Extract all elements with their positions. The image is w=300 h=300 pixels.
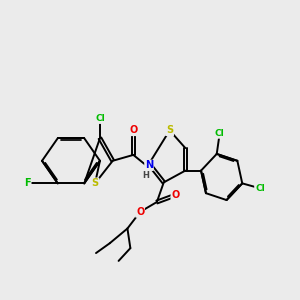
- Text: S: S: [166, 125, 173, 135]
- Text: Cl: Cl: [95, 114, 105, 123]
- Text: S: S: [166, 125, 173, 135]
- Text: N: N: [145, 160, 153, 170]
- Text: H: H: [142, 170, 149, 179]
- Text: H: H: [142, 170, 149, 179]
- Text: Cl: Cl: [255, 184, 265, 193]
- Text: O: O: [136, 207, 144, 217]
- Text: O: O: [171, 190, 180, 200]
- Text: O: O: [129, 125, 137, 135]
- Text: S: S: [92, 178, 99, 188]
- Text: S: S: [92, 178, 99, 188]
- Text: N: N: [145, 160, 153, 170]
- Text: Cl: Cl: [255, 184, 265, 193]
- Text: Cl: Cl: [215, 129, 225, 138]
- Text: Cl: Cl: [95, 114, 105, 123]
- Text: F: F: [24, 178, 31, 188]
- Text: O: O: [129, 125, 137, 135]
- Text: Cl: Cl: [215, 129, 225, 138]
- Text: O: O: [136, 207, 144, 217]
- Text: F: F: [24, 178, 31, 188]
- Text: O: O: [171, 190, 180, 200]
